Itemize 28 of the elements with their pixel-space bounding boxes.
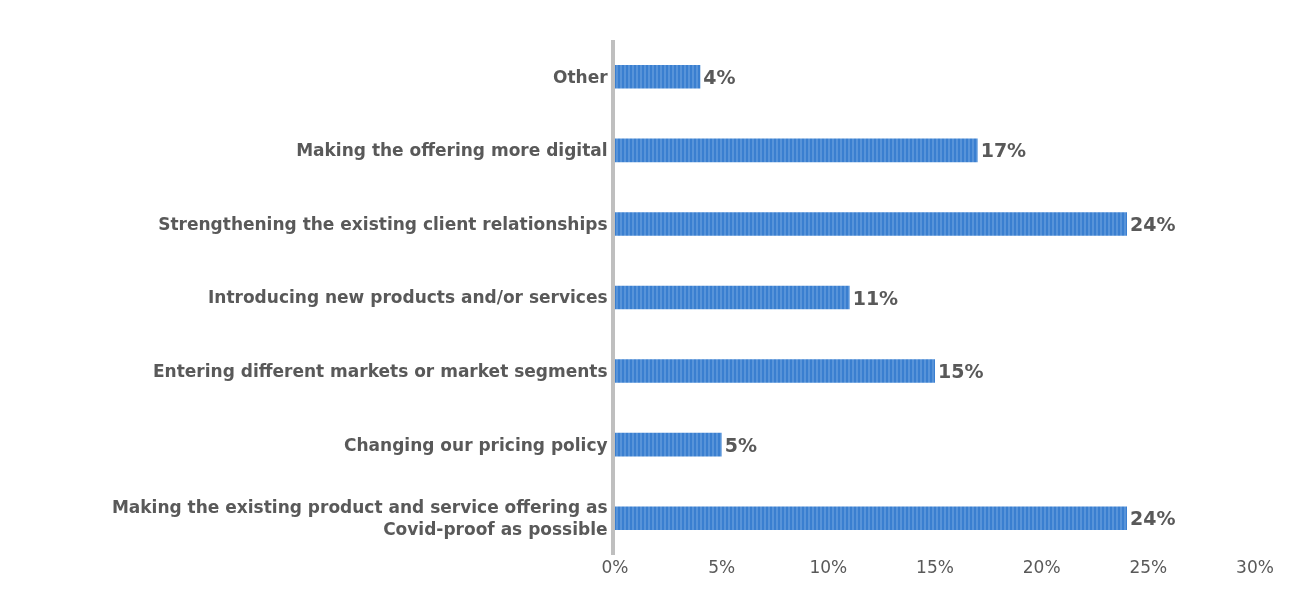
bar — [615, 432, 722, 457]
data-label: 24% — [1130, 507, 1176, 530]
y-tick-label: Making the existing product and service offering as Covid-proof as possible — [111, 497, 608, 540]
bar — [615, 65, 701, 89]
data-label: 15% — [938, 360, 984, 383]
bar — [615, 285, 850, 310]
x-tick-label: 30% — [1236, 557, 1274, 577]
y-tick-label: Making the offering more digital — [296, 140, 608, 161]
x-tick-label: 10% — [809, 557, 848, 577]
bar — [615, 506, 1127, 530]
x-tick-label: 15% — [916, 557, 954, 577]
y-tick-label: Entering different markets or market segments — [152, 361, 608, 382]
x-tick-label: 20% — [1022, 557, 1061, 577]
x-tick-label: 25% — [1129, 557, 1168, 577]
bar — [615, 359, 935, 383]
bar — [615, 212, 1127, 236]
data-label: 4% — [703, 65, 736, 88]
bar — [615, 138, 978, 163]
data-label: 24% — [1130, 212, 1176, 235]
data-label: 5% — [724, 433, 757, 456]
data-label: 17% — [980, 139, 1027, 162]
y-tick-label: Other — [552, 66, 609, 87]
data-label: 11% — [852, 286, 899, 309]
x-tick-label: 5% — [708, 557, 736, 577]
y-tick-label: Introducing new products and/or services — [208, 287, 608, 308]
y-tick-label: Changing our pricing policy — [344, 434, 608, 455]
y-tick-label: Strengthening the existing client relationships — [158, 213, 608, 234]
x-tick-label: 0% — [601, 557, 629, 577]
